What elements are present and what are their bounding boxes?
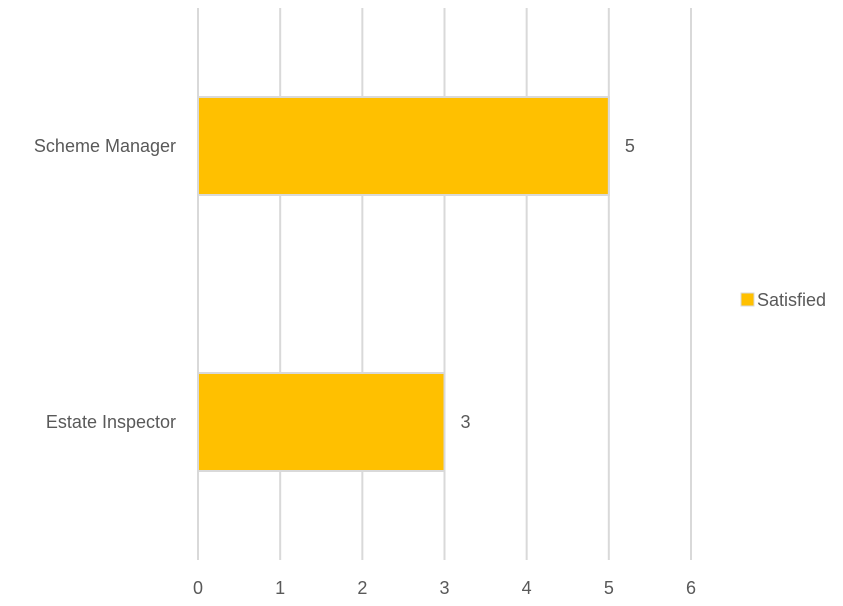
- bars: [197, 96, 610, 472]
- category-label: Estate Inspector: [46, 412, 176, 432]
- category-label: Scheme Manager: [34, 136, 176, 156]
- gridlines: [197, 8, 692, 560]
- data-label: 5: [625, 136, 635, 156]
- category-labels: Scheme Manager Estate Inspector: [34, 136, 176, 432]
- x-tick-label: 2: [357, 578, 367, 598]
- legend-swatch: [740, 292, 755, 307]
- legend: Satisfied: [740, 290, 826, 310]
- bar: [197, 372, 446, 472]
- x-tick-label: 4: [522, 578, 532, 598]
- bar: [197, 96, 610, 196]
- data-label: 3: [461, 412, 471, 432]
- x-tick-label: 1: [275, 578, 285, 598]
- x-tick-label: 3: [439, 578, 449, 598]
- data-labels: 53: [461, 136, 635, 432]
- x-axis-tick-labels: 0 1 2 3 4 5 6: [193, 578, 696, 598]
- x-tick-label: 5: [604, 578, 614, 598]
- legend-label: Satisfied: [757, 290, 826, 310]
- x-tick-label: 6: [686, 578, 696, 598]
- x-tick-label: 0: [193, 578, 203, 598]
